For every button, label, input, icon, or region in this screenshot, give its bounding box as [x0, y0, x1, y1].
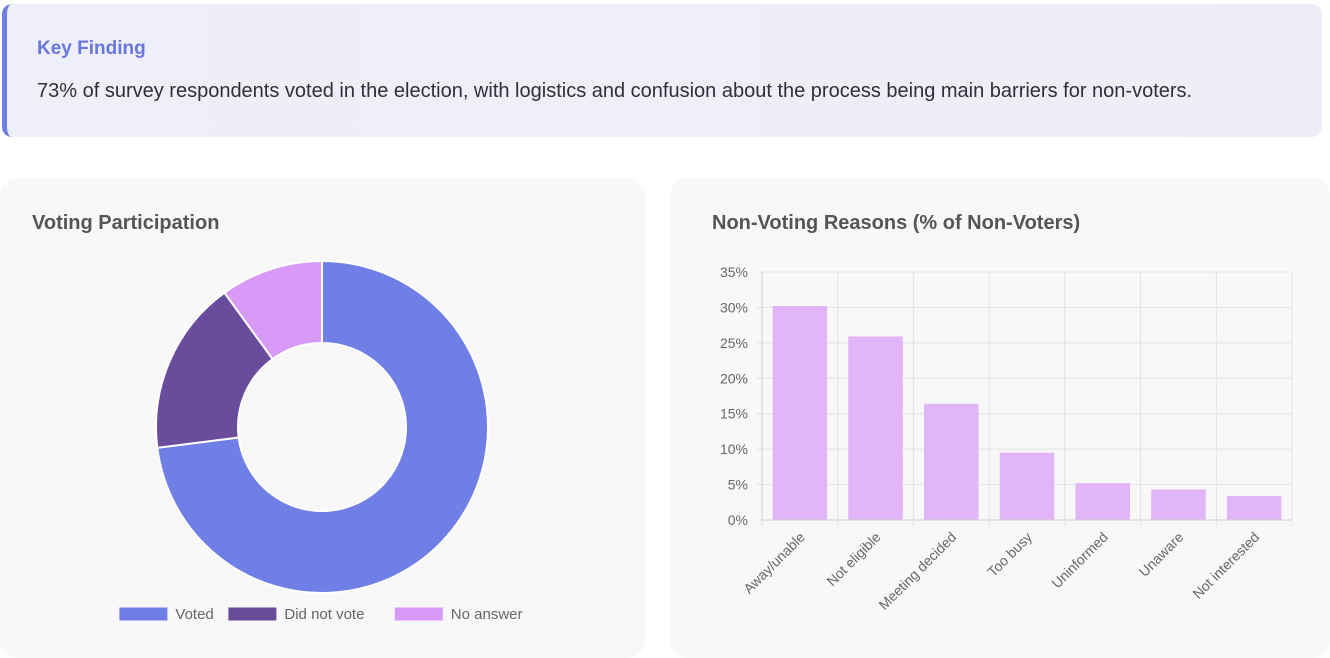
bar-not-eligible [848, 336, 903, 520]
y-tick-label: 15% [720, 406, 748, 422]
legend-label-no-answer: No answer [451, 606, 523, 623]
bar-chart: 0% 5% 10% 15% 20% 25% 30% 35% Away/unable Not eli… [720, 264, 1293, 613]
bar-meeting-decided [924, 403, 979, 520]
key-finding-title: Key Finding [37, 38, 146, 59]
bar-away-unable [772, 306, 828, 520]
y-tick-label: 35% [720, 264, 748, 280]
donut-slice-voted [156, 259, 489, 594]
legend-label-voted: Voted [175, 606, 213, 623]
x-tick-label: Meeting decided [875, 529, 959, 613]
x-tick-label: Away/unable [740, 529, 808, 597]
y-tick-label: 0% [728, 512, 748, 528]
donut-chart: Voted Did not vote No answer [119, 259, 523, 623]
y-tick-label: 10% [720, 441, 748, 457]
x-tick-label: Not eligible [823, 529, 883, 589]
voting-participation-card: Voting Participation Voted Did not vote No… [0, 178, 645, 658]
y-tick-label: 5% [728, 477, 748, 493]
voting-participation-title: Voting Participation [32, 212, 220, 234]
bar-uninformed [1075, 483, 1130, 520]
x-tick-label: Unaware [1136, 529, 1187, 580]
key-finding-text: 73% of survey respondents voted in the e… [37, 80, 1193, 102]
bar-too-busy [999, 452, 1055, 520]
non-voting-reasons-title: Non-Voting Reasons (% of Non-Voters) [712, 212, 1081, 234]
donut-slice-no-answer [223, 259, 323, 361]
y-tick-label: 20% [720, 370, 748, 386]
donut-slice-did-not-vote [155, 291, 275, 449]
key-finding-banner: Key Finding 73% of survey respondents vo… [2, 4, 1322, 137]
y-tick-label: 25% [720, 335, 748, 351]
x-tick-label: Too busy [984, 529, 1035, 580]
legend-swatch-did-not-vote [228, 607, 277, 621]
legend-swatch-no-answer [394, 607, 443, 621]
y-tick-label: 30% [720, 299, 748, 315]
bar-unaware [1151, 489, 1206, 520]
legend-swatch-voted [119, 607, 168, 621]
x-tick-label: Not interested [1189, 529, 1262, 602]
x-tick-label: Uninformed [1048, 529, 1110, 591]
bar-not-interested [1226, 495, 1282, 520]
legend-label-did-not-vote: Did not vote [284, 606, 364, 623]
non-voting-reasons-card: Non-Voting Reasons (% of Non-Voters) 0% 5… [670, 178, 1330, 658]
